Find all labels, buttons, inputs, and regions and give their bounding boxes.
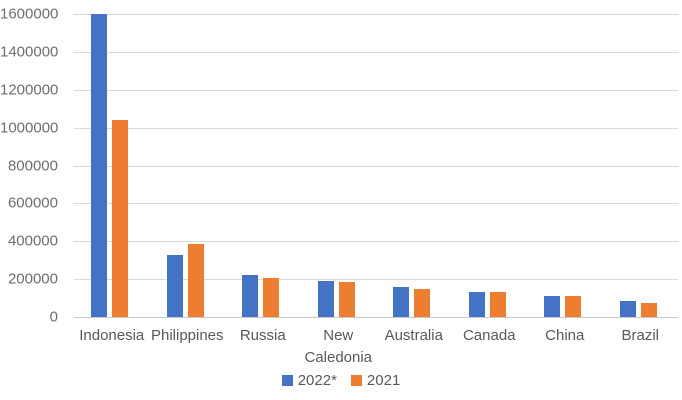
legend-label: 2021 <box>366 372 401 389</box>
gridline <box>74 89 678 91</box>
gridline <box>74 165 678 167</box>
y-axis-tick-label: 1600000 <box>0 5 59 23</box>
bar-2022-new-caledonia <box>317 281 334 317</box>
bar-2021-australia <box>414 288 430 317</box>
bar-2022-russia <box>242 275 258 317</box>
bar-2021-indonesia <box>112 120 128 317</box>
x-axis-category-label: Russia <box>239 327 286 344</box>
gridline <box>74 127 678 129</box>
legend-swatch-icon <box>350 375 362 386</box>
bar-2022-china <box>544 296 560 317</box>
legend-item-2022: 2022* <box>281 372 337 389</box>
gridline <box>74 203 678 205</box>
legend-item-2021: 2021 <box>350 372 401 389</box>
y-axis-tick-label: 1400000 <box>0 43 59 61</box>
gridline <box>74 241 678 243</box>
x-axis-category-label: China <box>545 327 585 344</box>
bar-2022-philippines <box>166 254 183 317</box>
legend: 2022* 2021 <box>0 372 682 389</box>
gridline <box>74 51 678 53</box>
y-axis-tick-label: 600000 <box>7 194 58 212</box>
y-axis-tick-label: 400000 <box>7 232 58 250</box>
plot-area: Indonesia Philippines Russia New Caledonia A… <box>74 14 678 366</box>
bar-2021-philippines <box>187 243 204 317</box>
bar-2021-china <box>565 296 581 317</box>
x-axis-category-label: New Caledonia <box>304 327 373 366</box>
bar-2022-brazil <box>619 301 636 317</box>
bar-2022-indonesia <box>91 14 107 317</box>
x-axis-category-label: Canada <box>462 327 516 344</box>
bar-2021-brazil <box>640 302 657 317</box>
x-axis-category-label: Australia <box>384 327 443 344</box>
x-axis-category-label: Philippines <box>150 327 224 344</box>
gridline <box>74 279 678 281</box>
bar-2022-australia <box>393 286 409 317</box>
x-axis-category-label: Brazil <box>621 327 659 344</box>
gridline <box>74 14 678 15</box>
bar-2022-canada <box>468 292 485 317</box>
x-axis-line <box>74 317 678 318</box>
bar-2021-new-caledonia <box>338 281 355 317</box>
legend-swatch-icon <box>281 375 293 386</box>
y-axis-tick-label: 200000 <box>7 270 58 288</box>
bar-2021-canada <box>489 291 506 317</box>
y-axis-tick-label: 0 <box>49 308 58 326</box>
legend-label: 2022* <box>297 372 337 389</box>
y-axis-tick-label: 800000 <box>7 157 58 174</box>
y-axis-tick-label: 1000000 <box>0 119 59 137</box>
bar-2021-russia <box>263 278 279 317</box>
x-axis-category-label: Indonesia <box>79 327 145 344</box>
y-axis-tick-label: 1200000 <box>0 81 59 99</box>
